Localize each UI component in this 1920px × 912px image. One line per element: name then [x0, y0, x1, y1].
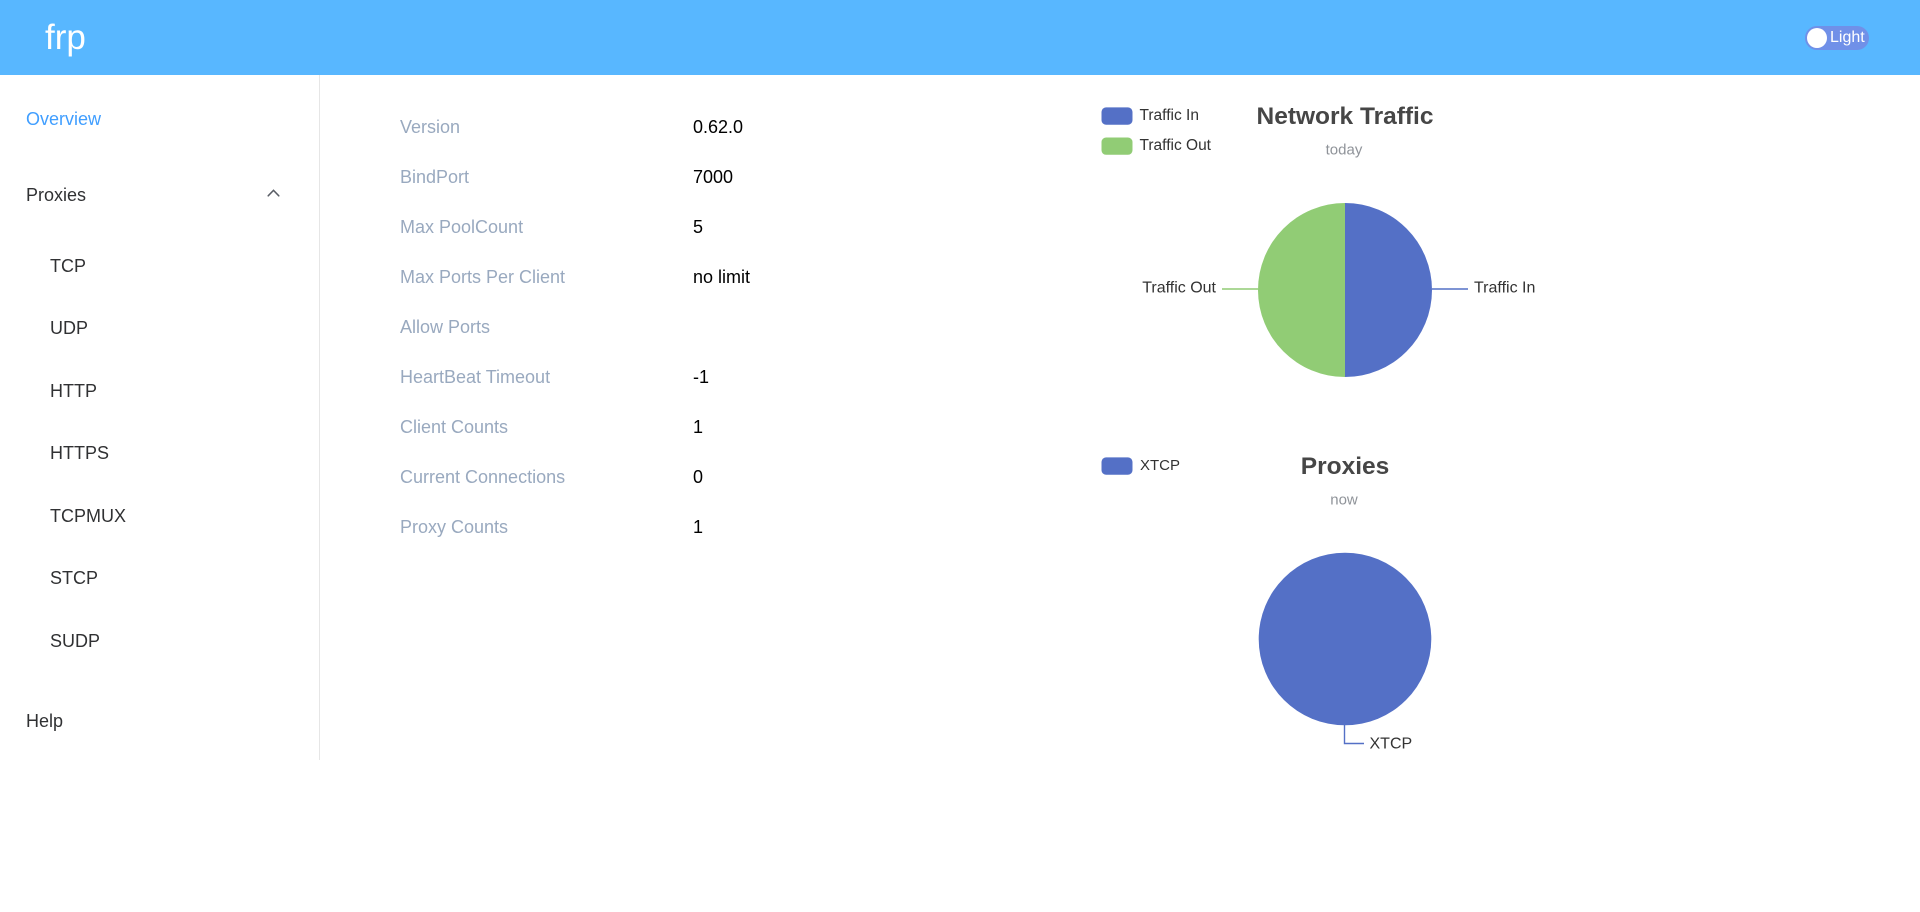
svg-text:Traffic In: Traffic In [1140, 107, 1199, 124]
svg-text:Network Traffic: Network Traffic [1257, 103, 1434, 130]
svg-text:Traffic Out: Traffic Out [1142, 280, 1216, 297]
svg-text:today: today [1326, 142, 1363, 159]
svg-text:now: now [1330, 492, 1358, 509]
svg-text:Proxies: Proxies [1301, 453, 1390, 480]
svg-text:Traffic Out: Traffic Out [1140, 137, 1212, 154]
svg-text:Traffic In: Traffic In [1474, 280, 1535, 297]
svg-text:XTCP: XTCP [1370, 736, 1413, 753]
svg-text:XTCP: XTCP [1140, 457, 1180, 474]
